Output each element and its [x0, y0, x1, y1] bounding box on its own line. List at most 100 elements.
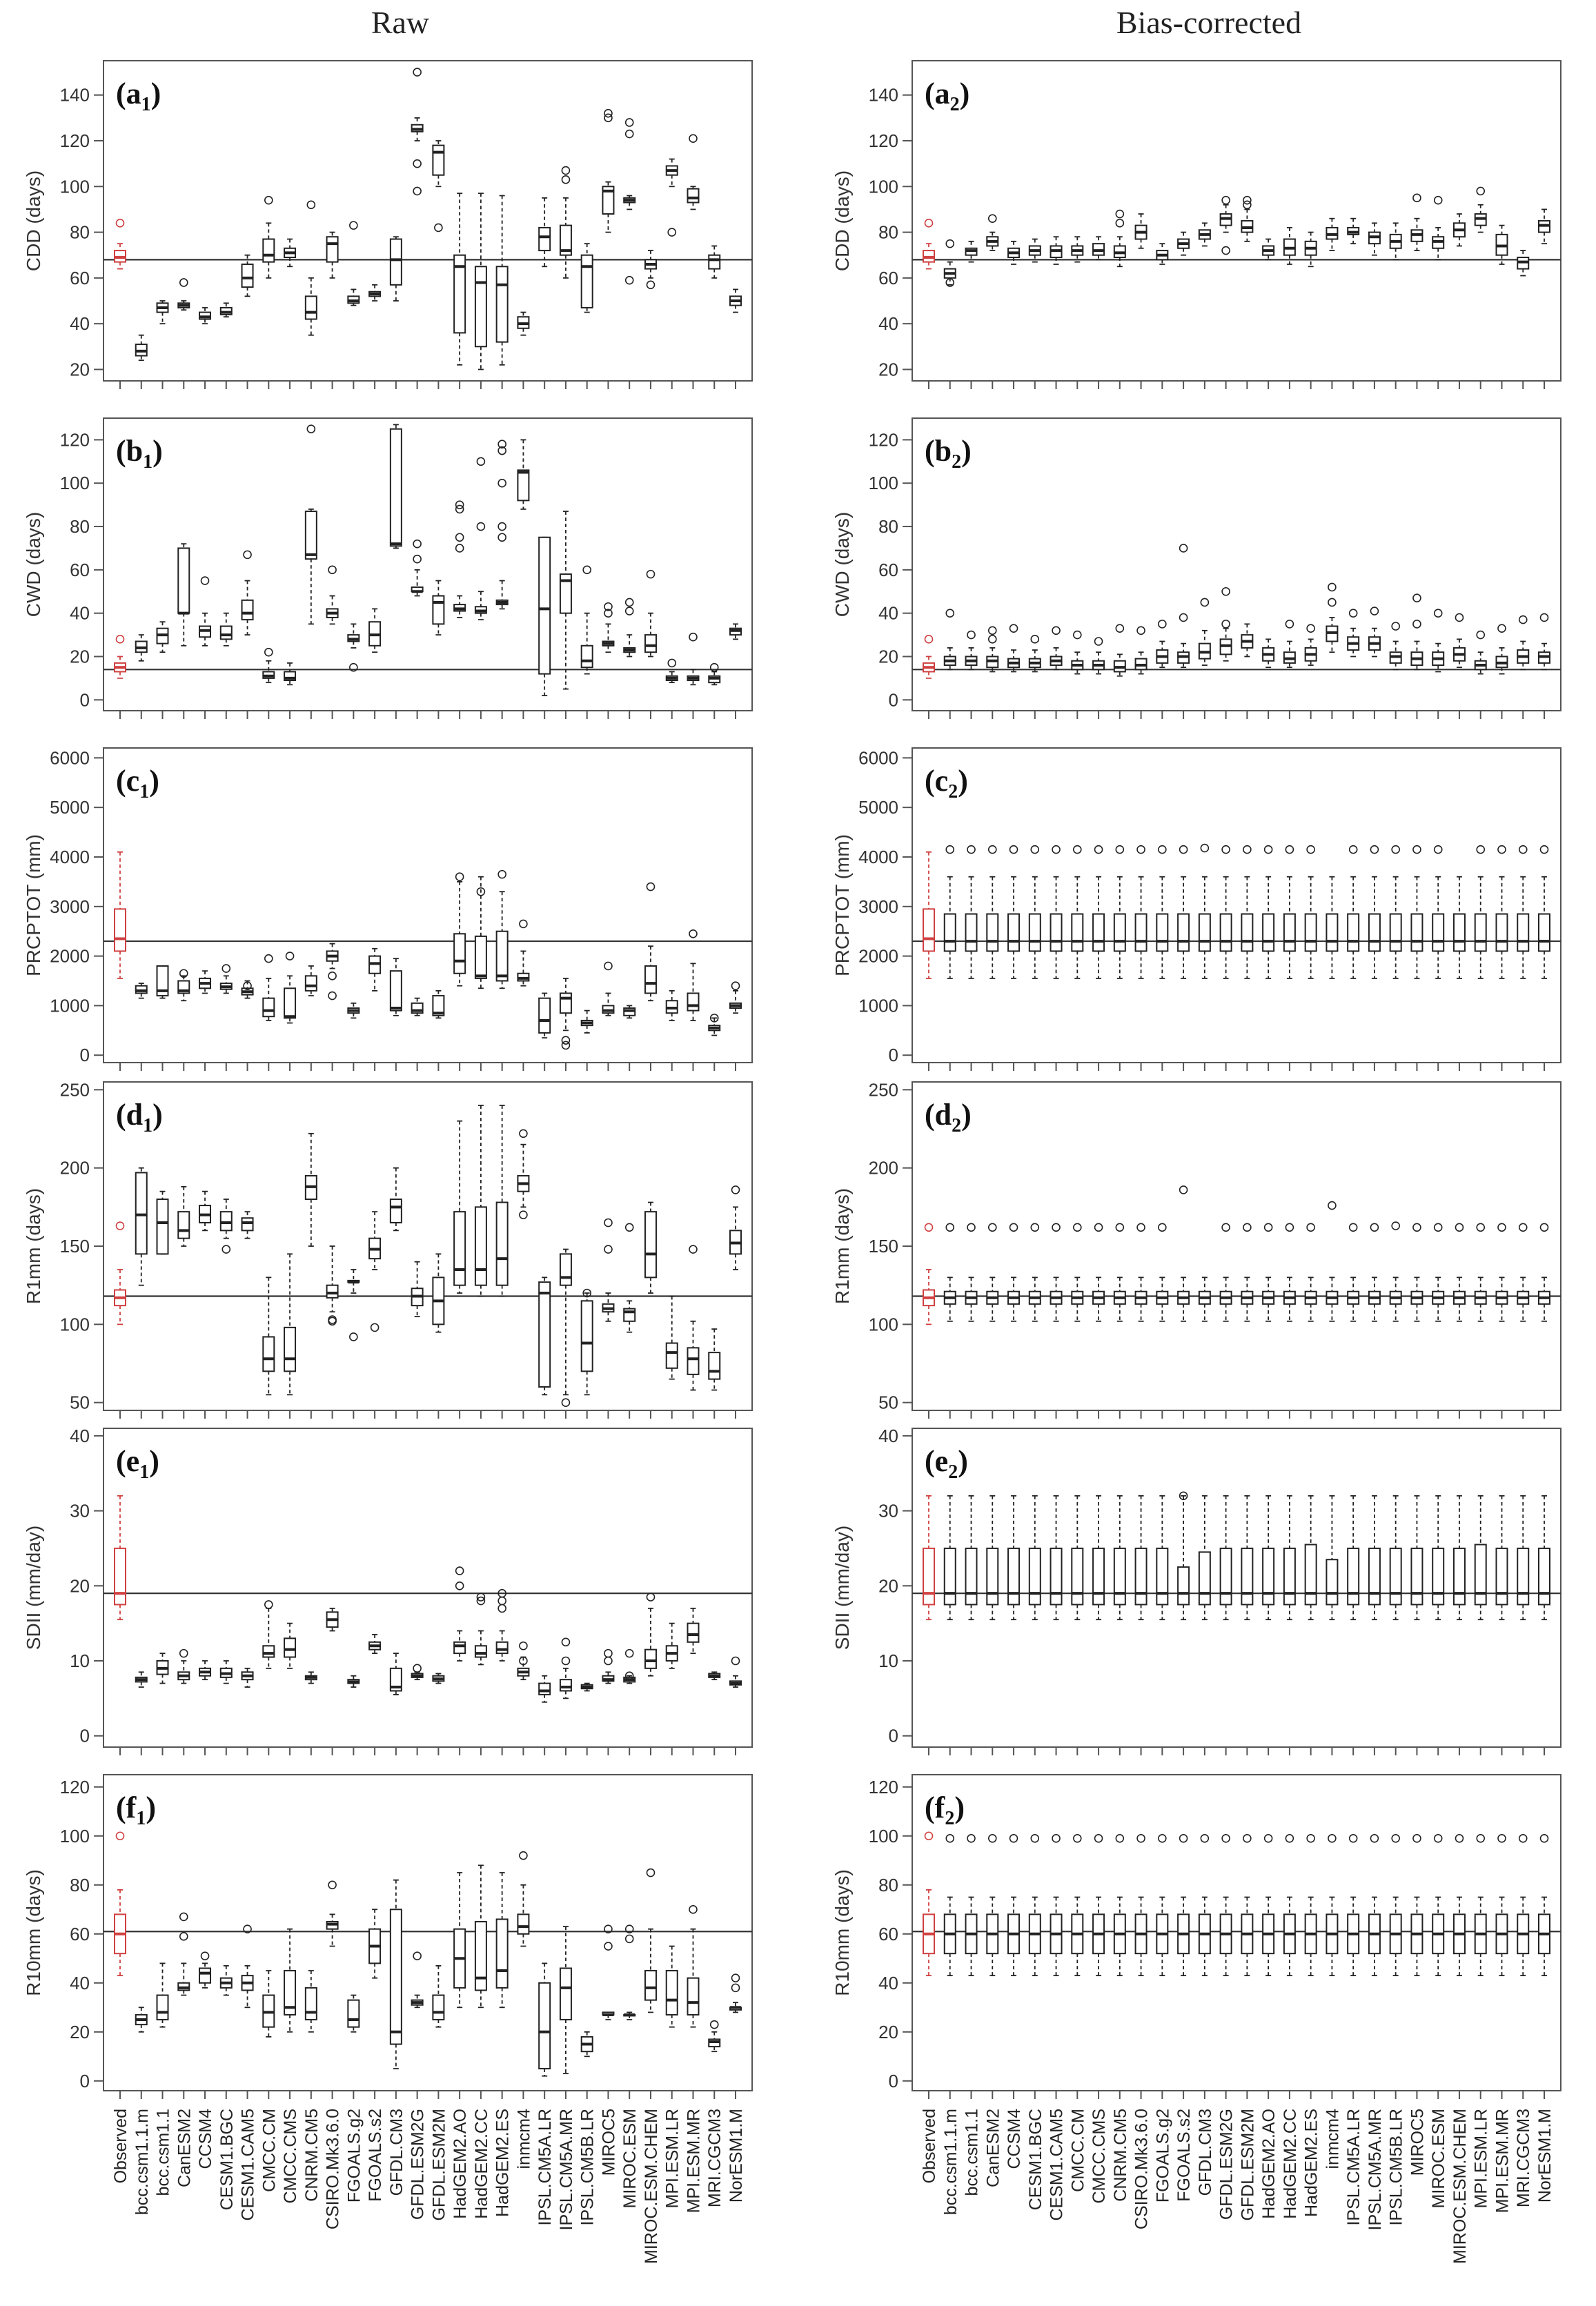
box-iqr — [1007, 913, 1021, 952]
box-CESM1.BGC — [1028, 1495, 1041, 1621]
outlier-point — [497, 522, 506, 531]
outlier-point — [200, 1951, 210, 1961]
outlier-point — [624, 1223, 634, 1232]
box-iqr — [1007, 1547, 1021, 1606]
box-HadGEM2.AO — [453, 500, 466, 618]
box-iqr — [986, 1547, 999, 1606]
panel-label: (e2) — [925, 1444, 968, 1483]
box-iqr — [687, 188, 700, 204]
box-HadGEM2.AO — [453, 1120, 466, 1294]
outlier-point — [1412, 845, 1421, 854]
column-title-raw: Raw — [371, 5, 430, 40]
outlier-point — [1073, 845, 1082, 854]
box-MIROC.ESM.CHEM — [644, 569, 657, 658]
box-MPI.ESM.MR — [687, 134, 700, 210]
box-MIROC5 — [1410, 193, 1423, 251]
box-GFDL.CM3 — [389, 1879, 402, 2069]
box-MRI.CGCM3 — [708, 245, 721, 279]
box-IPSL.CM5A.MR — [1368, 1223, 1381, 1322]
box-CMCC.CM — [1071, 1223, 1084, 1322]
outlier-point — [1136, 626, 1145, 635]
box-IPSL.CM5B.LR — [1389, 222, 1402, 261]
box-CNRM.CM5 — [304, 1671, 317, 1684]
box-iqr — [1134, 913, 1147, 952]
outlier-point — [561, 1036, 571, 1045]
outlier-point — [243, 550, 252, 560]
box-IPSL.CM5A.MR — [559, 511, 572, 690]
box-HadGEM2.ES — [495, 1588, 509, 1662]
box-iqr — [559, 1253, 572, 1286]
outlier-point — [624, 118, 634, 127]
box-CMCC.CM — [1071, 236, 1084, 263]
box-CanESM2 — [986, 626, 999, 673]
box-MIROC.ESM.CHEM — [1452, 1223, 1466, 1322]
box-CESM1.BGC — [1028, 845, 1041, 979]
x-tick-label-CMCC.CM: CMCC.CM — [1068, 2109, 1087, 2192]
outlier-point — [1243, 1834, 1252, 1843]
box-HadGEM2.AO — [1262, 1223, 1275, 1322]
outlier-point — [497, 1604, 506, 1613]
outlier-point — [1073, 630, 1082, 640]
box-IPSL.CM5B.LR — [580, 1288, 593, 1396]
box-Observed — [114, 1495, 126, 1621]
outlier-point — [1412, 193, 1421, 203]
panel-a1: 20 40 60 80 100 120 140 CDD (days) (a1) — [23, 60, 753, 389]
box-MIROC.ESM.CHEM — [644, 1201, 657, 1294]
x-tick-label-HadGEM2.CC: HadGEM2.CC — [1281, 2109, 1300, 2219]
box-GFDL.ESM2M — [432, 989, 445, 1019]
box-CMCC.CM — [262, 647, 275, 684]
box-NorESM1.M — [729, 623, 742, 640]
x-tick-label-NorESM1.M: NorESM1.M — [727, 2109, 746, 2202]
outlier-point — [1200, 1834, 1210, 1843]
y-tick-label: 0 — [80, 2071, 90, 2091]
box-CMCC.CMS — [284, 1622, 297, 1669]
box-CESM1.CAM5 — [1050, 1223, 1063, 1322]
box-HadGEM2.CC — [474, 1105, 487, 1297]
outlier-point — [1179, 1491, 1188, 1501]
box-HadGEM2.AO — [453, 1872, 466, 2009]
outlier-point — [924, 219, 934, 228]
x-tick-label-CNRM.CM5: CNRM.CM5 — [1111, 2109, 1130, 2202]
outlier-point — [987, 1223, 997, 1232]
outlier-point — [413, 159, 422, 168]
x-tick-label-MPI.ESM.LR: MPI.ESM.LR — [663, 2109, 682, 2208]
outlier-point — [1433, 845, 1443, 854]
outlier-point — [924, 635, 934, 644]
box-MRI.CGCM3 — [1517, 1834, 1530, 1977]
outlier-point — [328, 972, 337, 980]
box-CESM1.BGC — [219, 1660, 233, 1684]
outlier-point — [646, 280, 656, 290]
box-MIROC.ESM — [1432, 195, 1445, 261]
y-tick-label: 2000 — [50, 946, 90, 967]
outlier-point — [1518, 845, 1528, 854]
box-iqr — [1071, 913, 1084, 952]
box-NorESM1.M — [1538, 613, 1550, 671]
box-GFDL.ESM2M — [1241, 1223, 1254, 1322]
box-iqr — [326, 236, 339, 263]
box-CSIRO.Mk3.6.0 — [1134, 213, 1147, 249]
box-CSIRO.Mk3.6.0 — [1134, 1223, 1147, 1322]
outlier-point — [1539, 1834, 1549, 1843]
box-iqr — [1432, 913, 1445, 952]
box-iqr — [389, 238, 402, 286]
y-tick-label: 60 — [70, 560, 90, 580]
outlier-point — [1243, 1223, 1252, 1232]
box-iqr — [304, 1987, 317, 2021]
outlier-point — [646, 882, 656, 891]
box-iqr — [432, 595, 445, 625]
box-CMCC.CMS — [284, 238, 297, 268]
box-FGOALS.g2 — [1156, 1223, 1169, 1322]
box-FGOALS.s2 — [368, 608, 382, 653]
outlier-point — [646, 1593, 656, 1602]
outlier-point — [604, 1245, 613, 1254]
box-FGOALS.g2 — [347, 1269, 360, 1341]
outlier-point — [1476, 630, 1486, 640]
outlier-point — [1391, 845, 1400, 854]
y-tick-label: 120 — [60, 1777, 90, 1797]
box-CSIRO.Mk3.6.0 — [1134, 626, 1147, 675]
box-HadGEM2.ES — [1304, 624, 1317, 666]
outlier-point — [1052, 626, 1061, 635]
y-tick-label: 40 — [878, 1973, 898, 1993]
outlier-point — [455, 504, 464, 514]
